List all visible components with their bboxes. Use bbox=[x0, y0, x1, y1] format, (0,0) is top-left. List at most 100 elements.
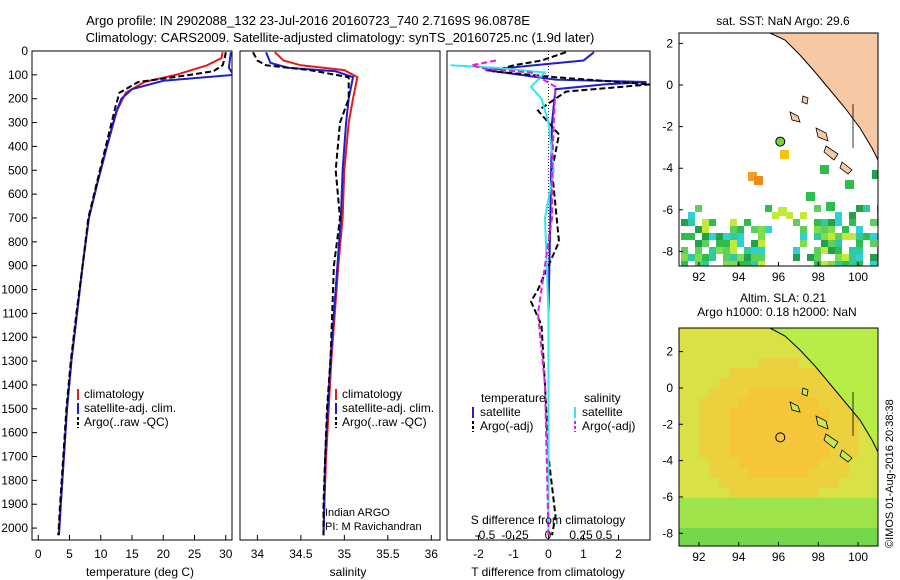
sla-cell-152 bbox=[739, 528, 749, 538]
sla-cell-12 bbox=[679, 448, 689, 458]
sla-cell-141 bbox=[739, 418, 749, 428]
sst-cell-56 bbox=[758, 240, 765, 247]
sla-cell-278 bbox=[799, 468, 809, 478]
sla-cell-414 bbox=[859, 508, 869, 518]
sla-cell-392 bbox=[849, 508, 859, 518]
sla-cell-207 bbox=[769, 418, 779, 428]
sst-cell-136 bbox=[806, 192, 815, 201]
sst-cell-54 bbox=[758, 226, 765, 233]
sst-cell-110 bbox=[856, 233, 863, 240]
legend-label-t-0: satellite bbox=[480, 405, 521, 419]
sla-cell-261 bbox=[789, 518, 799, 528]
map1-x-label-2: 96 bbox=[772, 270, 786, 284]
y-tick-label-5: 500 bbox=[8, 163, 28, 177]
sla-cell-351 bbox=[829, 538, 839, 546]
sla-cell-328 bbox=[819, 528, 829, 538]
sla-cell-229 bbox=[779, 418, 789, 428]
sla-cell-197 bbox=[759, 538, 769, 546]
sla-cell-20 bbox=[679, 528, 689, 538]
sla-cell-339 bbox=[829, 418, 839, 428]
sla-cell-116 bbox=[729, 388, 739, 398]
sla-cell-181 bbox=[759, 378, 769, 388]
map2-x-label-4: 100 bbox=[848, 550, 868, 564]
sla-cell-406 bbox=[859, 428, 869, 438]
sla-cell-76 bbox=[709, 428, 719, 438]
x-tick-label-0-0: 0 bbox=[35, 547, 42, 561]
sla-cell-146 bbox=[739, 468, 749, 478]
map1-y-label-0: 2 bbox=[666, 36, 673, 50]
sla-cell-153 bbox=[739, 538, 749, 546]
sla-cell-142 bbox=[739, 428, 749, 438]
sla-cell-86 bbox=[709, 528, 719, 538]
sst-cell-133 bbox=[872, 170, 878, 179]
sla-cell-7 bbox=[679, 398, 689, 408]
sla-cell-281 bbox=[799, 498, 809, 508]
y-tick-label-16: 1600 bbox=[1, 426, 28, 440]
map2-y-label-4: -6 bbox=[662, 490, 673, 504]
sla-cell-38 bbox=[689, 488, 699, 498]
sla-cell-144 bbox=[739, 448, 749, 458]
sst-cell-78 bbox=[814, 261, 821, 266]
sla-cell-388 bbox=[849, 468, 859, 478]
sst-cell-44 bbox=[737, 261, 744, 266]
sla-cell-31 bbox=[689, 418, 699, 428]
sla-cell-246 bbox=[789, 368, 799, 378]
sla-cell-296 bbox=[809, 428, 819, 438]
sla-cell-274 bbox=[799, 428, 809, 438]
sla-cell-47 bbox=[699, 358, 709, 368]
sst-cell-66 bbox=[793, 254, 800, 261]
sla-cell-415 bbox=[859, 518, 869, 528]
map2-y-label-5: -8 bbox=[662, 526, 673, 540]
sst-cell-47 bbox=[744, 254, 751, 261]
t-difference-axis-label: T difference from climatology bbox=[471, 565, 625, 579]
sst-cell-2 bbox=[681, 247, 688, 254]
sst-cell-23 bbox=[709, 247, 716, 254]
sla-cell-290 bbox=[809, 368, 819, 378]
sla-cell-84 bbox=[709, 508, 719, 518]
sla-cell-202 bbox=[769, 368, 779, 378]
sst-cell-52 bbox=[751, 254, 758, 261]
sla-cell-162 bbox=[749, 408, 759, 418]
sst-cell-11 bbox=[695, 240, 702, 247]
sst-cell-53 bbox=[751, 261, 758, 266]
sla-cell-259 bbox=[789, 498, 799, 508]
sst-cell-16 bbox=[702, 226, 709, 233]
sst-cell-46 bbox=[744, 247, 751, 254]
sla-cell-255 bbox=[789, 458, 799, 468]
sla-cell-175 bbox=[749, 538, 759, 546]
sla-cell-73 bbox=[709, 398, 719, 408]
x-tick-label-1-3: 35.5 bbox=[376, 547, 400, 561]
sla-cell-303 bbox=[809, 498, 819, 508]
sla-cell-280 bbox=[799, 488, 809, 498]
sla-cell-370 bbox=[839, 508, 849, 518]
sla-cell-128 bbox=[729, 508, 739, 518]
sst-cell-113 bbox=[856, 254, 863, 261]
sla-map-title-line2: Argo h1000: 0.18 h2000: NaN bbox=[697, 305, 856, 319]
sla-cell-430 bbox=[869, 448, 878, 458]
sst-cell-97 bbox=[835, 261, 842, 266]
sst-cell-76 bbox=[814, 247, 821, 254]
sla-cell-167 bbox=[749, 458, 759, 468]
sla-cell-201 bbox=[769, 358, 779, 368]
sst-cell-98 bbox=[842, 226, 849, 233]
sla-cell-81 bbox=[709, 478, 719, 488]
sla-cell-49 bbox=[699, 378, 709, 388]
legend-label-1-1: satellite-adj. clim. bbox=[342, 401, 434, 415]
y-tick-label-20: 2000 bbox=[1, 521, 28, 535]
sla-cell-365 bbox=[839, 458, 849, 468]
series-line-0-2 bbox=[57, 52, 227, 536]
sla-cell-98 bbox=[719, 428, 729, 438]
sla-cell-30 bbox=[689, 408, 699, 418]
sst-cell-63 bbox=[786, 212, 793, 219]
sla-cell-292 bbox=[809, 388, 819, 398]
legend-title-salinity: salinity bbox=[584, 391, 621, 405]
sla-cell-267 bbox=[799, 358, 809, 368]
sst-cell-59 bbox=[758, 261, 765, 266]
sla-cell-93 bbox=[719, 378, 729, 388]
sst-cell-104 bbox=[849, 233, 856, 240]
sla-cell-39 bbox=[689, 498, 699, 508]
sla-cell-285 bbox=[799, 538, 809, 546]
sla-cell-51 bbox=[699, 398, 709, 408]
sla-cell-224 bbox=[779, 368, 789, 378]
sst-cell-19 bbox=[702, 254, 709, 261]
